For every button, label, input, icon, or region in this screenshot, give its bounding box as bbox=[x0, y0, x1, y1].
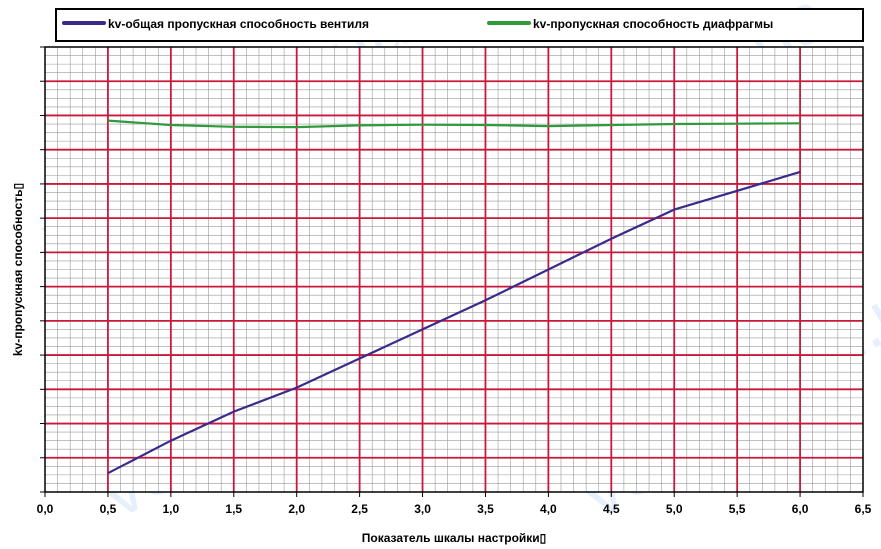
x-axis-ticks: 0,0 0,5 1,0 1,5 2,0 2,5 3,0 3,5 4,0 4,5 5,0 5,5 6,0 6… bbox=[37, 492, 872, 516]
x-tick-label: 3,0 bbox=[414, 502, 431, 516]
x-tick-label: 0,5 bbox=[100, 502, 117, 516]
legend: kv-общая пропускная способность вентиля k… bbox=[55, 8, 864, 42]
x-tick-label: 6,0 bbox=[792, 502, 809, 516]
y-axis-ticks bbox=[40, 46, 45, 493]
x-axis-title: Показатель шкалы настройки▯ bbox=[362, 531, 547, 545]
legend-box bbox=[55, 8, 864, 42]
x-tick-label: 1,5 bbox=[225, 502, 242, 516]
x-tick-label: 5,5 bbox=[729, 502, 746, 516]
x-tick-label: 2,0 bbox=[288, 502, 305, 516]
major-grid bbox=[45, 47, 863, 492]
x-tick-label: 0,0 bbox=[37, 502, 54, 516]
series-layer bbox=[107, 119, 801, 475]
x-tick-label: 2,5 bbox=[351, 502, 368, 516]
series-line-1 bbox=[107, 170, 801, 475]
legend-label-2: kv-пропускная способность диафрагмы bbox=[533, 17, 773, 31]
minor-grid bbox=[45, 47, 863, 492]
plot-frame bbox=[44, 46, 864, 493]
x-tick-label: 6,5 bbox=[855, 502, 872, 516]
x-tick-label: 4,0 bbox=[540, 502, 557, 516]
x-tick-label: 4,5 bbox=[603, 502, 620, 516]
series-line-2 bbox=[107, 119, 801, 129]
x-tick-label: 5,0 bbox=[666, 502, 683, 516]
x-tick-label: 1,0 bbox=[163, 502, 180, 516]
legend-label-1: kv-общая пропускная способность вентиля bbox=[108, 17, 369, 31]
y-axis-title: kv-пропускная способность▯ bbox=[11, 183, 25, 356]
x-tick-label: 3,5 bbox=[477, 502, 494, 516]
